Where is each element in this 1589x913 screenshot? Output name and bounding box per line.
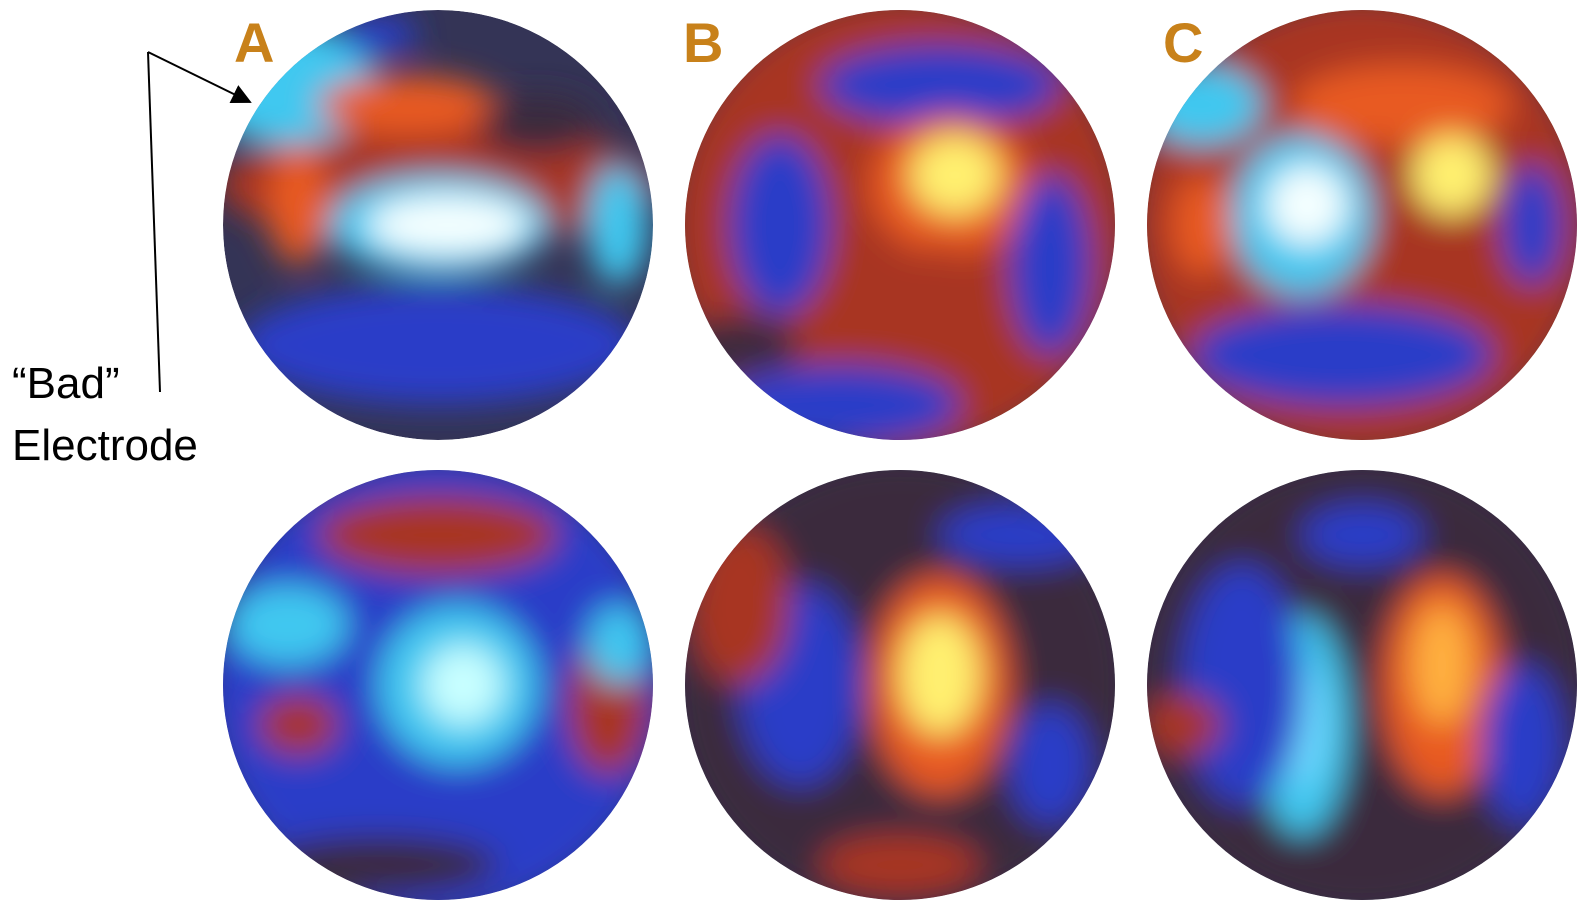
blob — [720, 365, 960, 445]
annotation: Electrode — [12, 421, 198, 470]
blob — [1172, 175, 1232, 275]
blob — [910, 135, 1000, 215]
blob — [1010, 705, 1090, 825]
blob — [318, 495, 558, 575]
blob — [910, 245, 970, 365]
panel-label: A — [234, 11, 274, 74]
topo-map — [208, 455, 668, 913]
panel-label: B — [683, 11, 723, 74]
blob — [423, 645, 503, 725]
topographic-maps — [198, 0, 1589, 913]
blob — [730, 135, 830, 315]
map-blobs — [670, 455, 1130, 913]
blob — [228, 585, 348, 665]
annotation: “Bad” — [12, 359, 120, 408]
map-blobs — [208, 455, 668, 913]
blob — [588, 605, 648, 685]
blob — [478, 95, 598, 155]
topo-map — [198, 10, 658, 440]
blob — [238, 285, 638, 405]
blob — [1482, 665, 1562, 825]
blob — [268, 145, 328, 265]
blob — [940, 505, 1100, 565]
pointer-line — [148, 52, 160, 392]
topo-map — [1132, 455, 1589, 913]
blob — [1192, 305, 1492, 405]
blob — [1142, 65, 1262, 145]
blob — [1267, 165, 1347, 245]
blob — [258, 695, 338, 755]
blob — [680, 315, 800, 375]
blob — [588, 165, 648, 285]
blob — [368, 195, 528, 255]
blob — [1182, 565, 1302, 805]
blob — [820, 835, 980, 895]
topo-map — [670, 0, 1130, 455]
blob — [1292, 65, 1512, 145]
blob — [1412, 135, 1492, 215]
blob — [1412, 605, 1472, 725]
map-blobs — [670, 0, 1130, 455]
blob — [690, 525, 790, 685]
blob — [318, 75, 498, 135]
blob — [1142, 695, 1222, 755]
blob — [1502, 165, 1562, 285]
blob — [900, 615, 980, 735]
blob — [258, 835, 498, 895]
blob — [1010, 175, 1090, 355]
panel-label: C — [1163, 11, 1203, 74]
topo-map — [670, 455, 1130, 913]
blob — [338, 15, 418, 55]
figure: A B C “Bad” Electrode — [0, 0, 1589, 913]
blob — [820, 45, 1060, 125]
blob — [1302, 505, 1422, 565]
map-blobs — [1132, 455, 1589, 913]
